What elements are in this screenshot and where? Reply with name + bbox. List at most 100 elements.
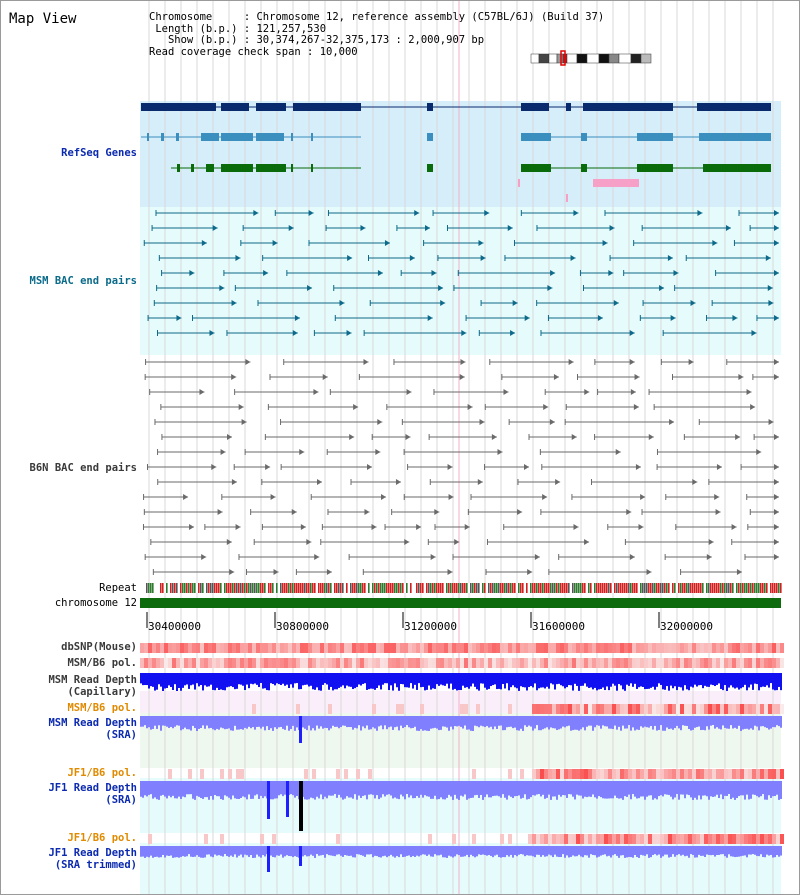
track-label-jf1-pol-2[interactable]: JF1/B6 pol. <box>67 832 137 844</box>
depth-bar-jf1-sra <box>256 781 258 795</box>
depth-bar-msm-sra <box>288 716 290 731</box>
depth-bar-msm-sra <box>258 716 260 727</box>
track-label-msm-pol[interactable]: MSM/B6 pol. <box>67 657 137 669</box>
track-label-refseq[interactable]: RefSeq Genes <box>61 147 137 159</box>
pol-cell <box>252 704 256 714</box>
depth-bar-msm-sra <box>146 716 148 729</box>
repeat-element <box>696 583 698 593</box>
bac-end-arrow <box>199 389 205 395</box>
depth-bar-msm-sra <box>590 716 592 726</box>
depth-bar-jf1-trim <box>736 846 738 857</box>
gene-exon <box>221 133 253 141</box>
depth-bar-jf1-sra <box>492 781 494 797</box>
track-label-jf1-depth-trim[interactable]: JF1 Read Depth <box>48 847 137 859</box>
depth-bar-msm-sra <box>632 716 634 728</box>
depth-bar-jf1-sra <box>726 781 728 796</box>
depth-bar-jf1-sra <box>326 781 328 799</box>
depth-bar-jf1-sra <box>396 781 398 799</box>
depth-bar-jf1-trim <box>548 846 550 855</box>
depth-bar-capillary <box>164 673 166 689</box>
pol-cell <box>156 658 160 668</box>
bac-end-arrow <box>584 539 590 545</box>
bac-end-arrow <box>517 509 523 515</box>
depth-bar-msm-sra <box>500 716 502 726</box>
depth-bar-jf1-sra <box>650 781 652 796</box>
pol-cell <box>644 834 648 844</box>
depth-bar-capillary <box>560 673 562 686</box>
depth-bar-msm-sra <box>458 716 460 726</box>
depth-bar-jf1-trim <box>182 846 184 857</box>
depth-bar-msm-sra <box>770 716 772 729</box>
bac-end-arrow <box>774 210 779 216</box>
depth-bar-capillary <box>542 673 544 688</box>
depth-bar-jf1-trim <box>394 846 396 858</box>
pol-cell <box>268 643 272 653</box>
pol-cell <box>296 643 300 653</box>
depth-bar-jf1-trim <box>312 846 314 856</box>
depth-bar-jf1-trim <box>322 846 324 855</box>
pol-cell <box>504 643 508 653</box>
depth-bar-jf1-sra <box>306 781 308 800</box>
pol-cell <box>236 658 240 668</box>
depth-bar-jf1-sra <box>698 781 700 796</box>
depth-bar-jf1-trim <box>572 846 574 856</box>
bac-end-arrow <box>635 464 641 470</box>
depth-bar-jf1-trim <box>292 846 294 858</box>
depth-bar-jf1-trim <box>448 846 450 856</box>
repeat-element <box>280 583 282 593</box>
track-label-msm-depth-sra[interactable]: MSM Read Depth <box>48 717 137 729</box>
track-label-dbsnp[interactable]: dbSNP(Mouse) <box>61 641 137 653</box>
depth-bar-msm-sra <box>318 716 320 729</box>
pol-cell <box>552 769 556 779</box>
repeat-element <box>528 583 530 593</box>
depth-bar-jf1-trim <box>754 846 756 855</box>
pol-cell <box>224 643 228 653</box>
depth-bar-capillary <box>226 673 228 688</box>
depth-bar-jf1-sra <box>234 781 236 799</box>
depth-bar-msm-sra <box>354 716 356 728</box>
depth-bar-msm-sra <box>430 716 432 729</box>
depth-bar-msm-sra <box>168 716 170 728</box>
track-label-jf1-depth-sra[interactable]: JF1 Read Depth <box>48 782 137 794</box>
depth-bar-jf1-trim <box>320 846 322 856</box>
track-label-msm-depth-capillary[interactable]: MSM Read Depth <box>48 674 137 686</box>
depth-bar-jf1-sra <box>208 781 210 800</box>
pol-cell <box>680 658 684 668</box>
depth-bar-capillary <box>398 673 400 691</box>
track-label-msm-pol-2[interactable]: MSM/B6 pol. <box>67 702 137 714</box>
depth-bar-jf1-sra <box>518 781 520 796</box>
pol-cell <box>712 704 716 714</box>
depth-bar-msm-sra <box>406 716 408 726</box>
pol-cell <box>696 658 700 668</box>
repeat-element <box>398 583 400 593</box>
depth-bar-capillary <box>562 673 564 687</box>
pol-cell <box>388 643 392 653</box>
depth-bar-jf1-sra <box>640 781 642 797</box>
pol-cell <box>612 834 616 844</box>
track-label-jf1-pol[interactable]: JF1/B6 pol. <box>67 767 137 779</box>
repeat-element <box>340 583 342 593</box>
depth-bar-msm-sra <box>252 716 254 728</box>
depth-bar-jf1-sra <box>642 781 644 797</box>
bac-end-arrow <box>646 569 652 575</box>
depth-bar-jf1-sra <box>180 781 182 799</box>
repeat-element <box>212 583 214 593</box>
pol-cell <box>216 658 220 668</box>
depth-bar-msm-sra <box>144 716 146 726</box>
depth-bar-msm-sra <box>720 716 722 730</box>
depth-bar-jf1-trim <box>246 846 248 856</box>
depth-bar-capillary <box>368 673 370 690</box>
repeat-element <box>438 583 440 593</box>
repeat-element <box>390 583 392 593</box>
track-label-b6n-bac[interactable]: B6N BAC end pairs <box>29 462 137 474</box>
depth-bar-msm-sra <box>686 716 688 726</box>
pol-cell <box>488 658 492 668</box>
depth-bar-jf1-sra <box>606 781 608 799</box>
depth-bar-msm-sra <box>356 716 358 729</box>
pol-cell <box>560 643 564 653</box>
track-label-msm-bac[interactable]: MSM BAC end pairs <box>29 275 137 287</box>
depth-bar-capillary <box>492 673 494 686</box>
repeat-element <box>258 583 260 593</box>
